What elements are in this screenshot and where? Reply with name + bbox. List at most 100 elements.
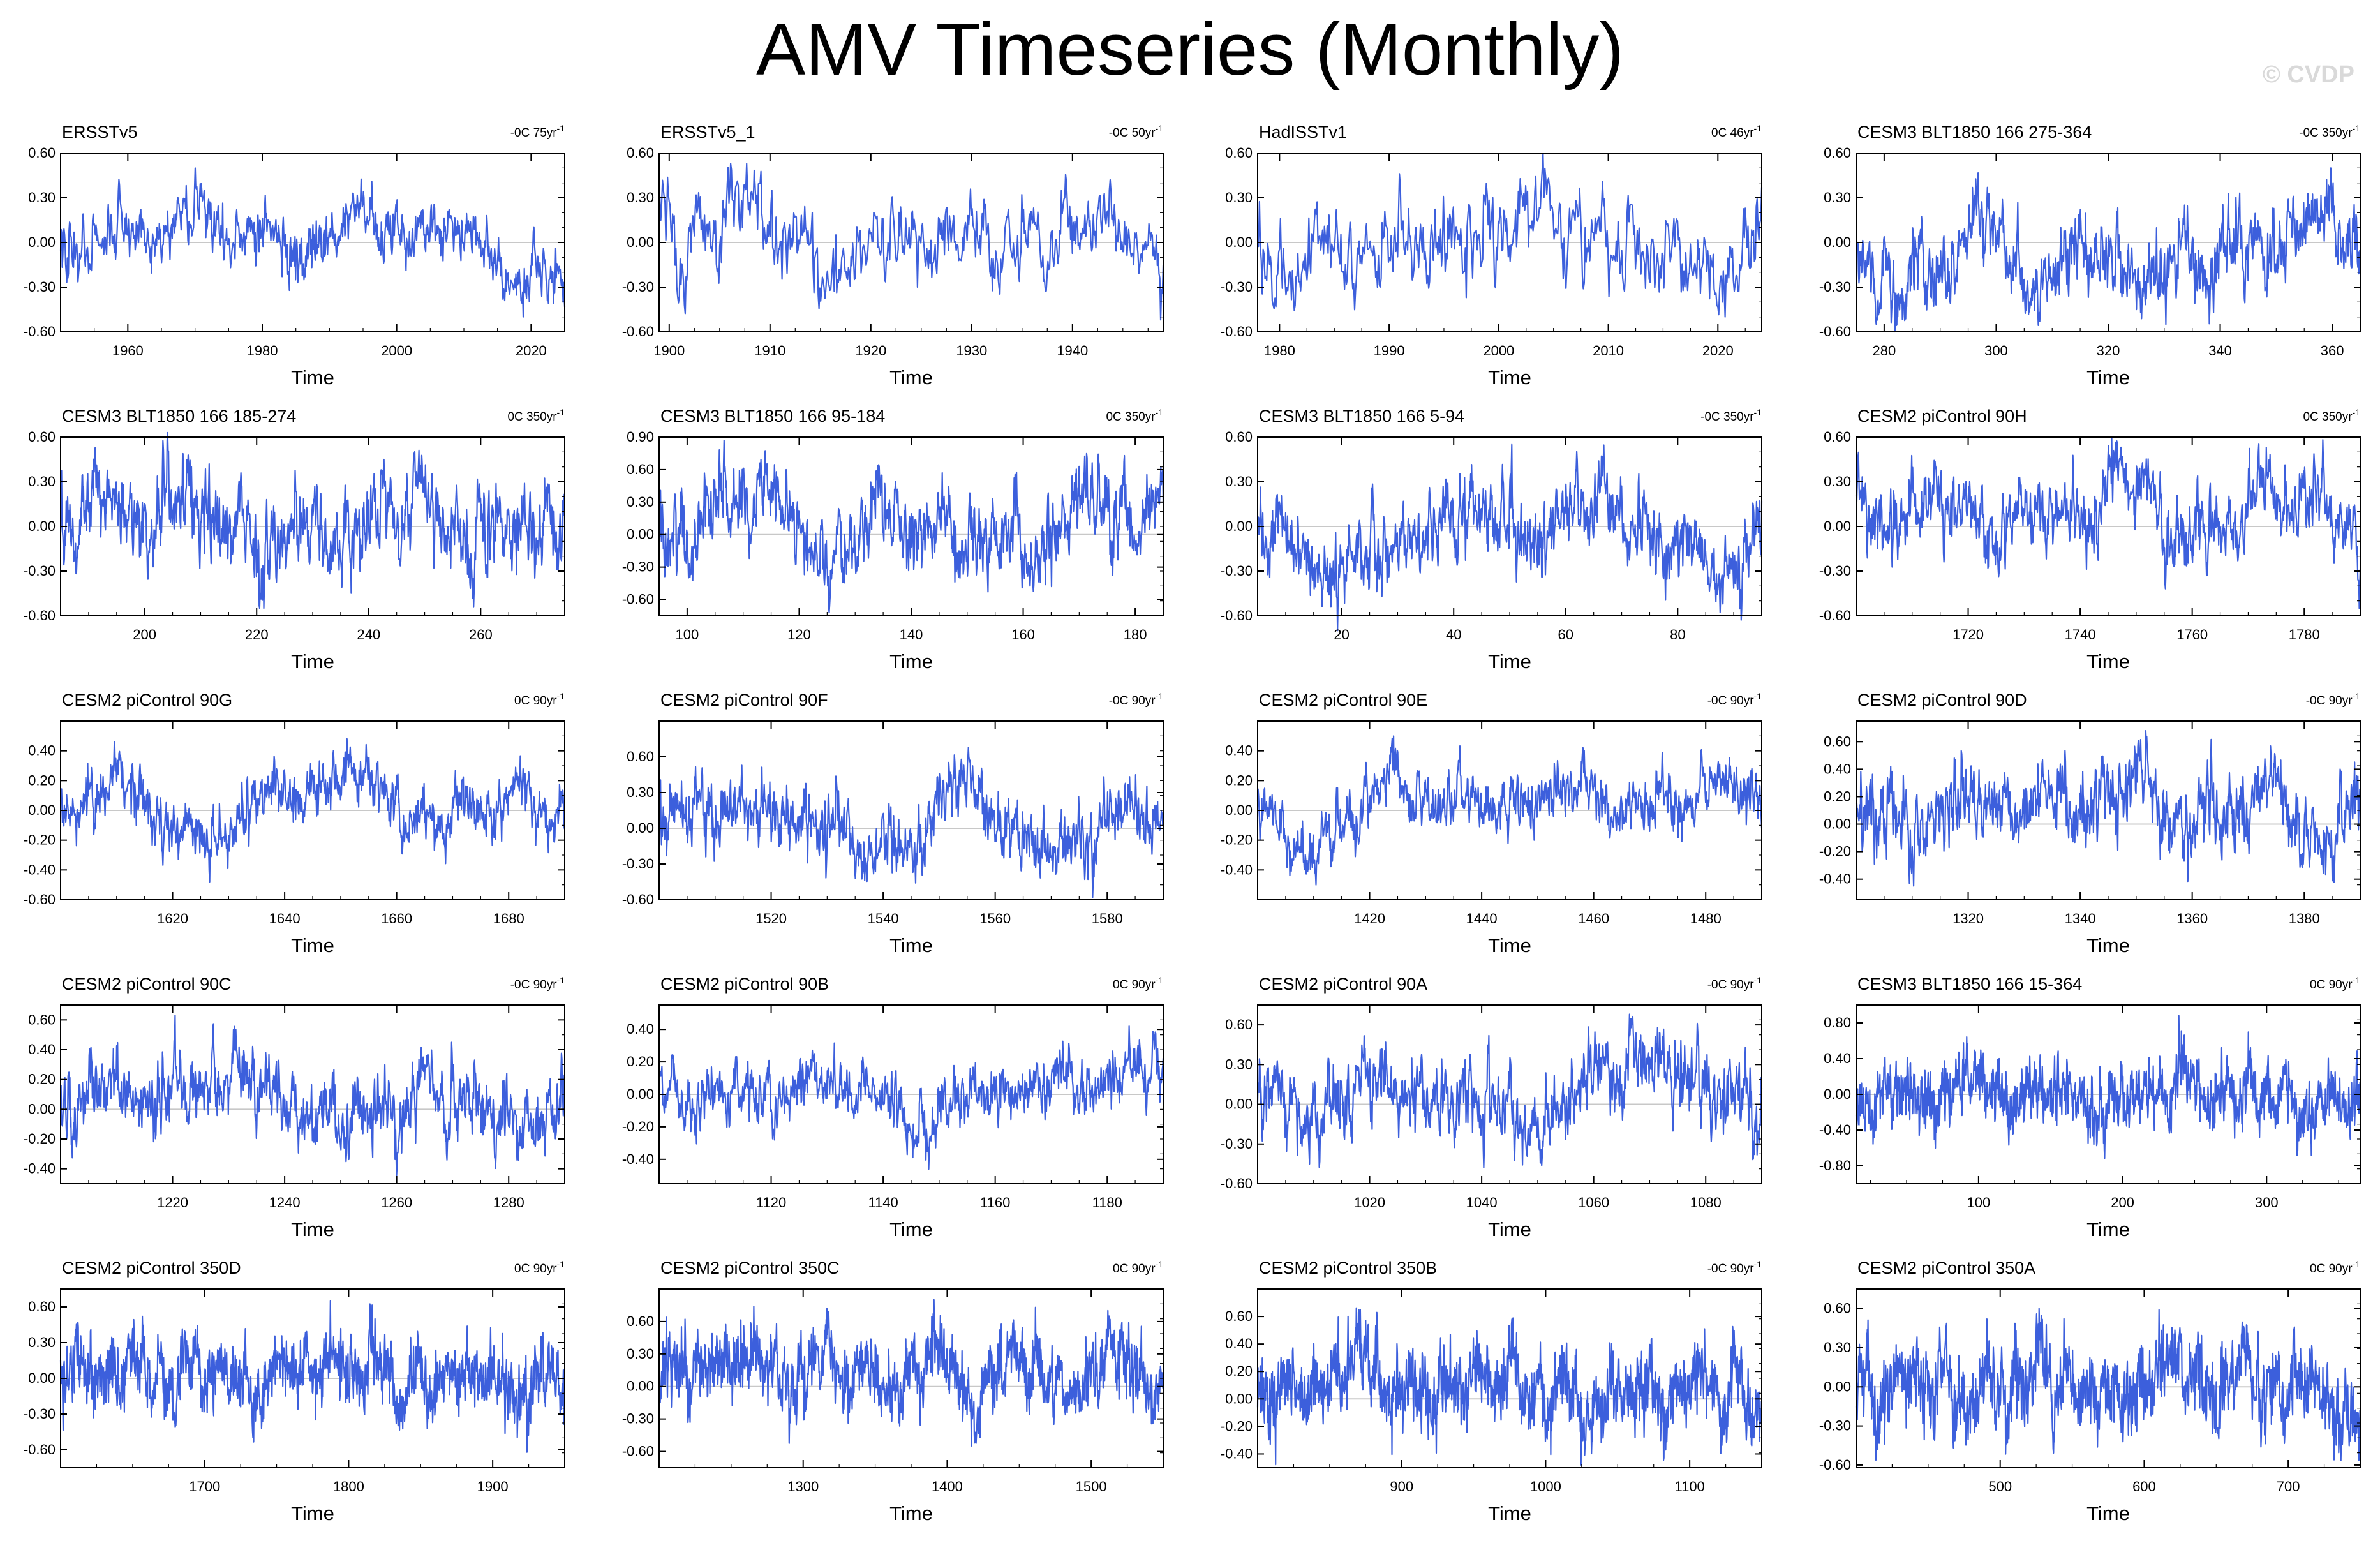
panel-trend: -0C 350yr-1 — [2299, 123, 2360, 140]
x-axis-label: Time — [2086, 650, 2130, 673]
y-tick-label: -0.20 — [1221, 1418, 1253, 1434]
y-tick-label: -0.60 — [1819, 607, 1851, 623]
x-tick-label: 200 — [133, 627, 156, 643]
y-tick-label: -0.30 — [24, 563, 56, 579]
y-tick-label: -0.40 — [1221, 861, 1253, 877]
x-tick-label: 1500 — [1076, 1479, 1107, 1494]
x-tick-label: 1760 — [2176, 627, 2208, 643]
x-tick-label: 1160 — [980, 1195, 1010, 1211]
y-tick-label: 0.00 — [28, 518, 56, 534]
x-tick-label: 1340 — [2065, 911, 2096, 927]
y-tick-label: 0.20 — [1225, 772, 1253, 788]
panel-19: CESM2 piControl 350B -0C 90yr-1 -0.40 -0.20… — [1221, 1258, 1762, 1524]
panel-title: CESM2 piControl 350D — [62, 1258, 241, 1278]
y-tick-label: 0.60 — [1225, 1308, 1253, 1324]
y-tick-label: -0.40 — [1819, 1122, 1851, 1138]
panel-trend-exponent: -1 — [2353, 407, 2361, 417]
y-tick-label: -0.60 — [1221, 1175, 1253, 1191]
x-axis-label: Time — [1488, 366, 1531, 389]
panel-title: CESM2 piControl 350C — [660, 1258, 840, 1278]
x-tick-label: 1620 — [157, 911, 188, 927]
amv-series-line — [59, 1015, 566, 1177]
x-tick-label: 1560 — [979, 911, 1011, 927]
panel-trend: -0C 90yr-1 — [1707, 691, 1762, 708]
panel-trend-exponent: -1 — [1754, 691, 1762, 701]
panel-trend: 0C 350yr-1 — [2303, 407, 2360, 424]
y-tick-label: 0.40 — [28, 743, 56, 759]
y-tick-label: -0.60 — [622, 592, 654, 607]
plot-frame — [1257, 1288, 1762, 1468]
y-tick-label: 0.40 — [1824, 761, 1851, 777]
y-tick-label: 0.30 — [28, 1334, 56, 1350]
panel-title: HadISSTv1 — [1259, 123, 1347, 142]
panel-17: CESM2 piControl 350D 0C 90yr-1 -0.60 -0.30 0… — [24, 1258, 565, 1524]
y-tick-label: 0.30 — [627, 494, 654, 510]
figure-title: AMV Timeseries (Monthly) — [755, 8, 1625, 91]
x-tick-label: 1080 — [1690, 1195, 1722, 1211]
y-tick-label: 0.60 — [28, 145, 56, 161]
amv-series-line — [658, 1299, 1164, 1447]
panel-title: CESM2 piControl 350A — [1857, 1258, 2035, 1278]
panel-trend: -0C 90yr-1 — [1707, 975, 1762, 992]
x-tick-label: 1740 — [2065, 627, 2096, 643]
x-axis-label: Time — [889, 650, 933, 673]
x-tick-label: 340 — [2208, 343, 2232, 359]
x-axis-label: Time — [291, 366, 334, 389]
panel-title: ERSSTv5 — [62, 123, 138, 142]
panel-title: CESM2 piControl 90C — [62, 974, 232, 994]
y-tick-label: 0.00 — [1824, 518, 1851, 534]
y-tick-label: -0.60 — [1819, 1457, 1851, 1473]
y-tick-label: 0.60 — [28, 429, 56, 445]
x-tick-label: 1300 — [787, 1479, 819, 1494]
y-tick-label: -0.30 — [1819, 563, 1851, 579]
x-tick-label: 220 — [245, 627, 269, 643]
x-tick-label: 1980 — [1264, 343, 1295, 359]
y-tick-label: -0.40 — [24, 1161, 56, 1177]
panel-trend-exponent: -1 — [1754, 975, 1762, 985]
y-tick-label: -0.30 — [622, 559, 654, 575]
y-tick-label: -0.40 — [1819, 871, 1851, 887]
x-tick-label: 1920 — [855, 343, 886, 359]
y-tick-label: 0.00 — [1225, 802, 1253, 818]
y-tick-label: -0.60 — [622, 1443, 654, 1459]
y-tick-label: 0.30 — [28, 473, 56, 489]
y-tick-label: 0.20 — [1824, 788, 1851, 804]
x-tick-label: 1780 — [2289, 627, 2320, 643]
x-tick-label: 60 — [1558, 627, 1573, 643]
panel-trend-exponent: -1 — [1754, 407, 1762, 417]
x-tick-label: 200 — [2111, 1195, 2134, 1211]
x-tick-label: 500 — [1988, 1479, 2012, 1494]
panel-trend-exponent: -1 — [1754, 1259, 1762, 1269]
y-tick-label: -0.30 — [1221, 563, 1253, 579]
y-tick-label: -0.40 — [24, 861, 56, 877]
amv-series-line — [1256, 152, 1763, 318]
panel-trend: -0C 50yr-1 — [1109, 123, 1164, 140]
amv-series-line — [59, 167, 566, 318]
panel-trend-exponent: -1 — [2353, 1259, 2361, 1269]
panel-trend-exponent: -1 — [1156, 975, 1164, 985]
x-axis-label: Time — [1488, 934, 1531, 957]
x-tick-label: 160 — [1011, 627, 1035, 643]
y-tick-label: 0.30 — [1225, 473, 1253, 489]
x-tick-label: 1320 — [1952, 911, 1984, 927]
panel-trend: 0C 90yr-1 — [1113, 975, 1163, 992]
x-axis-label: Time — [291, 934, 334, 957]
amv-series-line — [1256, 443, 1763, 632]
panel-trend: 0C 350yr-1 — [1106, 407, 1163, 424]
panel-trend: -0C 75yr-1 — [510, 123, 565, 140]
x-tick-label: 1900 — [477, 1479, 509, 1494]
x-tick-label: 2000 — [1483, 343, 1514, 359]
panel-trend: 0C 350yr-1 — [507, 407, 565, 424]
y-tick-label: 0.00 — [1824, 1378, 1851, 1394]
x-tick-label: 80 — [1670, 627, 1685, 643]
panel-title: CESM2 piControl 90G — [62, 690, 232, 710]
panel-18: CESM2 piControl 350C 0C 90yr-1 -0.60 -0.30 0… — [622, 1258, 1164, 1524]
y-tick-label: 0.60 — [1824, 145, 1851, 161]
y-tick-label: 0.20 — [28, 1071, 56, 1087]
y-tick-label: 0.00 — [28, 234, 56, 250]
x-tick-label: 2010 — [1593, 343, 1624, 359]
panel-12: CESM2 piControl 90D -0C 90yr-1 -0.40 -0.20 0… — [1819, 690, 2361, 957]
y-tick-label: -0.20 — [1221, 832, 1253, 848]
panel-title: CESM3 BLT1850 166 185-274 — [62, 406, 296, 426]
panel-6: CESM3 BLT1850 166 95-184 0C 350yr-1 -0.60 -… — [622, 406, 1164, 673]
